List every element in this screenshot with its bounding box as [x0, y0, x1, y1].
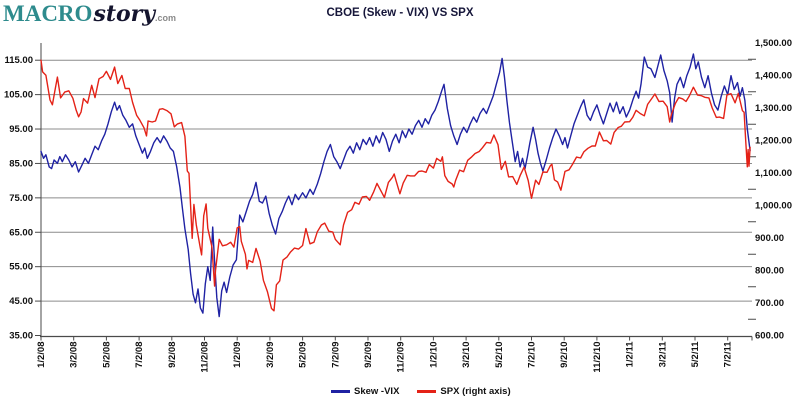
x-axis-label: 1/2/08: [36, 342, 47, 368]
x-axis-label: 9/2/08: [167, 342, 178, 368]
chart-legend: Skew -VIX SPX (right axis): [331, 386, 511, 397]
spx-line-swatch: [417, 390, 437, 393]
legend-item-skew-vix: Skew -VIX: [331, 386, 399, 397]
logo-story: story: [93, 1, 156, 27]
right-axis-label: 1,100.00: [755, 168, 792, 179]
right-axis-label: 1,000.00: [755, 201, 792, 212]
logo-macro: MACRO: [3, 1, 93, 26]
right-axis-label: 800.00: [755, 266, 784, 277]
right-axis-label: 1,500.00: [755, 38, 792, 49]
x-axis-label: 1/2/11: [625, 341, 636, 368]
x-axis-label: 3/2/08: [69, 342, 80, 368]
left-axis-label: 75.00: [9, 193, 33, 204]
x-axis-label: 7/2/11: [723, 341, 734, 368]
x-axis-label: 11/2/09: [396, 342, 407, 373]
x-axis-label: 11/2/10: [592, 342, 603, 373]
left-axis-label: 115.00: [4, 55, 33, 66]
x-axis-label: 5/2/11: [690, 341, 701, 368]
skew-vix-line-swatch: [331, 390, 350, 393]
x-axis-label: 3/2/11: [657, 341, 668, 368]
legend-label-spx: SPX (right axis): [440, 386, 511, 397]
right-axis-label: 700.00: [755, 298, 784, 309]
x-axis-label: 9/2/10: [559, 342, 570, 368]
x-axis-label: 5/2/09: [298, 342, 309, 368]
left-axis-label: 45.00: [9, 296, 33, 307]
legend-label-skew-vix: Skew -VIX: [354, 386, 400, 397]
right-axis-label: 1,200.00: [755, 136, 792, 147]
x-axis-label: 7/2/08: [134, 342, 145, 368]
left-axis-label: 105.00: [4, 90, 33, 101]
left-axis-label: 35.00: [9, 331, 33, 342]
series-spx: [40, 59, 751, 312]
macrostory-logo: MACROstory.com: [3, 1, 176, 27]
left-axis-label: 85.00: [9, 158, 33, 169]
x-axis-label: 5/2/10: [494, 342, 505, 368]
left-axis-label: 65.00: [9, 227, 33, 238]
right-axis-label: 900.00: [755, 233, 784, 244]
chart-title: CBOE (Skew - VIX) VS SPX: [326, 7, 474, 19]
left-axis-label: 55.00: [9, 262, 33, 273]
x-axis-label: 11/2/08: [200, 342, 211, 373]
x-axis-label: 3/2/09: [265, 342, 276, 368]
x-axis-label: 3/2/10: [461, 342, 472, 368]
right-axis-label: 600.00: [755, 331, 784, 342]
x-axis-label: 5/2/08: [101, 342, 112, 368]
x-axis-label: 9/2/09: [363, 342, 374, 368]
left-axis-label: 95.00: [9, 124, 33, 135]
right-axis-label: 1,400.00: [755, 71, 792, 82]
series-skew-vix: [40, 53, 751, 318]
logo-tld: .com: [155, 13, 177, 23]
x-axis-label: 7/2/10: [527, 342, 538, 368]
legend-item-spx: SPX (right axis): [417, 386, 511, 397]
x-axis-label: 1/2/09: [232, 342, 243, 368]
x-axis-label: 7/2/09: [330, 342, 341, 368]
x-axis-label: 1/2/10: [428, 342, 439, 368]
right-axis-label: 1,300.00: [755, 103, 792, 114]
